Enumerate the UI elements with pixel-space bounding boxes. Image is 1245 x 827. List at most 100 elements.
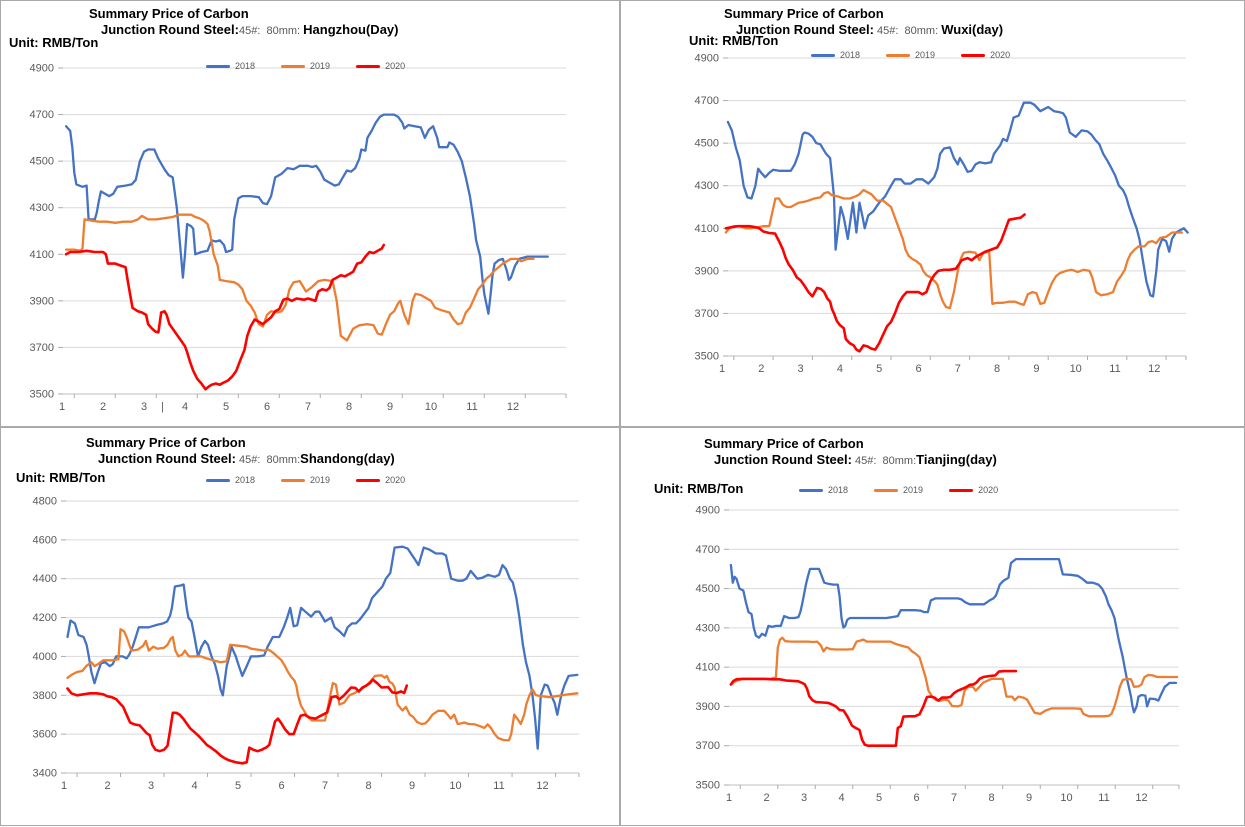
x-tick-label: 1 — [59, 401, 65, 413]
chart-title-steel: Junction Round Steel: — [98, 451, 236, 466]
series-2020-line — [66, 678, 409, 765]
legend-label-2019: 2019 — [310, 61, 331, 71]
x-tick-label: 5 — [223, 401, 229, 413]
y-tick-label: 4100 — [30, 249, 54, 261]
x-tick-label: 5 — [876, 363, 882, 375]
chart-title-city: Wuxi(day) — [941, 22, 1004, 37]
x-tick-label: 10 — [1060, 792, 1072, 804]
x-tick-label: 1 — [61, 780, 67, 792]
x-tick-label: 4 — [838, 792, 844, 804]
y-tick-label: 3900 — [695, 265, 719, 277]
y-tick-label: 4800 — [33, 496, 57, 508]
legend-label-2018: 2018 — [235, 61, 256, 71]
series-2018-line — [64, 113, 549, 315]
x-tick-label: 5 — [235, 780, 241, 792]
x-tick-label: 9 — [1026, 792, 1032, 804]
chart-title-steel: Junction Round Steel: — [736, 22, 874, 37]
x-tick-label: 7 — [951, 792, 957, 804]
legend-swatch-2020 — [961, 53, 986, 57]
legend-item-2019: 2019 — [281, 61, 330, 71]
legend-swatch-2018 — [799, 488, 823, 492]
x-tick-label: 1 — [719, 363, 725, 375]
x-tick-label: 11 — [466, 401, 477, 413]
chart-panel-shandong: 4800 4600 4400 4200 4000 3800 3600 3400 1 2 3 4 5 6 7 8… — [0, 427, 620, 826]
legend: 2018 2019 2020 — [799, 485, 998, 495]
x-tick-label: 11 — [1109, 363, 1120, 375]
y-tick-label: 4100 — [695, 223, 719, 235]
x-tick-label: 12 — [507, 401, 519, 413]
legend-swatch-2019 — [874, 488, 899, 492]
legend-label-2020: 2020 — [385, 475, 406, 485]
y-tick-label: 4900 — [695, 53, 719, 65]
legend-item-2019: 2019 — [874, 485, 923, 495]
unit-label: Unit: RMB/Ton — [654, 481, 744, 496]
legend-label-2019: 2019 — [915, 50, 936, 60]
x-tick-label: 8 — [994, 363, 1000, 375]
y-tick-label: 3700 — [30, 342, 54, 354]
legend-swatch-2019 — [886, 53, 911, 57]
legend-label-2020: 2020 — [978, 485, 999, 495]
legend-item-2019: 2019 — [281, 475, 330, 485]
series-2020-line — [724, 213, 1026, 353]
chart-title-steel: Junction Round Steel: — [714, 452, 852, 467]
legend-swatch-2018 — [811, 53, 835, 57]
x-tick-label: 6 — [278, 780, 284, 792]
y-tick-label: 3500 — [695, 351, 719, 363]
chart-title-spec: 45#: 80mm: — [873, 25, 942, 37]
legend-item-2020: 2020 — [961, 50, 1010, 60]
chart-title-city: Hangzhou(Day) — [303, 22, 399, 37]
legend-item-2020: 2020 — [356, 475, 405, 485]
legend-label-2020: 2020 — [990, 50, 1011, 60]
legend-label-2018: 2018 — [840, 50, 861, 60]
y-tick-label: 3600 — [33, 729, 57, 741]
x-tick-label: 12 — [1135, 792, 1147, 804]
chart-title-line2: Junction Round Steel: 45#: 80mm: Wuxi(da… — [736, 22, 1003, 37]
legend-item-2018: 2018 — [206, 475, 255, 485]
x-tick-label: 7 — [305, 401, 311, 413]
unit-label: Unit: RMB/Ton — [9, 35, 99, 50]
chart-title-line1: Summary Price of Carbon — [724, 6, 884, 21]
legend-item-2018: 2018 — [811, 50, 860, 60]
legend-swatch-2018 — [206, 478, 230, 482]
chart-panel-hangzhou: 4900 4700 4500 4300 4100 3900 3700 3500 1 2 3 4 5 6 7 8… — [0, 0, 620, 427]
unit-label: Unit: RMB/Ton — [689, 33, 779, 48]
x-tick-label: 2 — [763, 792, 769, 804]
y-tick-label: 4900 — [30, 63, 54, 75]
chart-title-line2: Junction Round Steel:45#: 80mm: Hangzhou… — [101, 22, 399, 37]
legend-swatch-2018 — [206, 64, 230, 68]
y-tick-label: 4400 — [33, 573, 57, 585]
x-tick-label: 4 — [191, 780, 197, 792]
x-tick-label: 10 — [449, 780, 461, 792]
legend-item-2018: 2018 — [799, 485, 848, 495]
legend: 2018 2019 2020 — [811, 50, 1010, 60]
x-tick-label: 6 — [264, 401, 270, 413]
legend-swatch-2019 — [281, 478, 306, 482]
legend-label-2019: 2019 — [310, 475, 331, 485]
chart-title-spec: 45#: 80mm: — [235, 454, 301, 466]
x-tick-label: 8 — [988, 792, 994, 804]
series-2018-line — [726, 101, 1189, 298]
y-tick-label: 4900 — [696, 505, 720, 517]
x-tick-label: 12 — [1148, 363, 1160, 375]
legend-item-2020: 2020 — [356, 61, 405, 71]
chart-title-spec: 45#: 80mm: — [851, 455, 917, 467]
y-tick-label: 4300 — [696, 622, 720, 634]
series-2020-line — [64, 243, 386, 391]
y-tick-label: 4700 — [695, 95, 719, 107]
legend: 2018 2019 2020 — [206, 61, 405, 71]
series-2019-line — [64, 213, 535, 342]
y-tick-label: 3900 — [30, 295, 54, 307]
x-tick-label: 2 — [758, 363, 764, 375]
x-tick-label: 11 — [1098, 792, 1109, 804]
y-tick-label: 4100 — [696, 662, 720, 674]
legend-swatch-2020 — [356, 478, 381, 482]
x-tick-label: 1 — [726, 792, 732, 804]
x-tick-label: 12 — [536, 780, 548, 792]
x-tick-label: 7 — [322, 780, 328, 792]
chart-panel-tianjing: 4900 4700 4500 4300 4100 3900 3700 3500 1 2 3 4 5 6 7 8… — [620, 427, 1245, 826]
x-tick-label: 4 — [837, 363, 843, 375]
series-2018-line — [729, 557, 1178, 714]
